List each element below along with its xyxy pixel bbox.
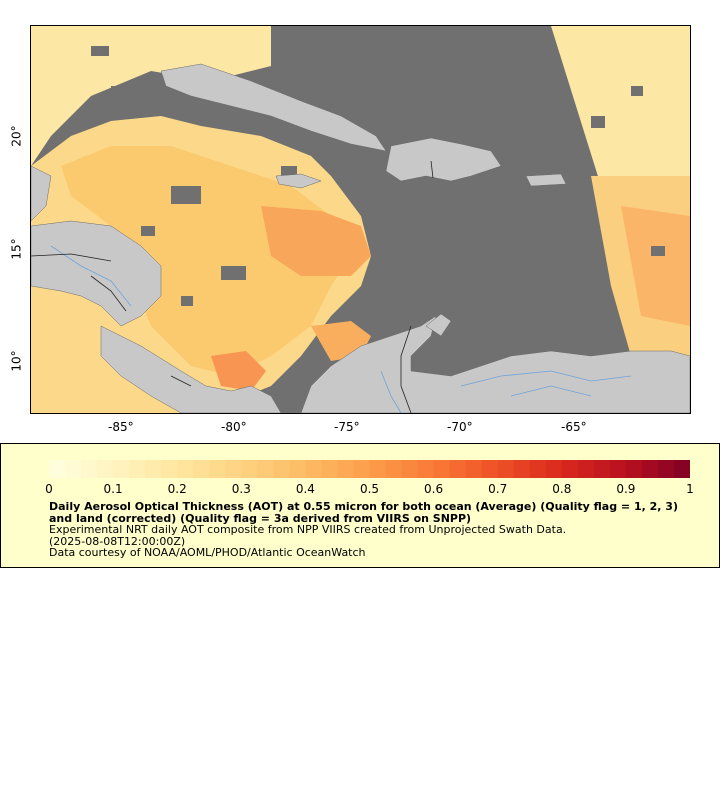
colorbar-swatch — [337, 460, 354, 478]
legend-credit: Data courtesy of NOAA/AOML/PHOD/Atlantic… — [49, 546, 366, 559]
colorbar-swatch — [225, 460, 242, 478]
colorbar-swatch — [641, 460, 659, 478]
colorbar-swatch — [49, 460, 66, 478]
colorbar-tick-label: 1 — [686, 482, 694, 496]
colorbar-swatch — [465, 460, 483, 478]
x-tick-85w: -85° — [108, 420, 134, 434]
colorbar-swatch — [321, 460, 338, 478]
x-tick-65w: -65° — [561, 420, 587, 434]
colorbar-tick-label: 0.7 — [488, 482, 508, 496]
hispaniola-land — [385, 137, 502, 182]
aot-data-east — [551, 26, 690, 413]
borders — [31, 160, 434, 413]
colorbar-swatch — [609, 460, 627, 478]
colorbar-swatch — [593, 460, 611, 478]
colorbar-swatch — [193, 460, 210, 478]
colorbar-tick-label: 0.1 — [103, 482, 123, 496]
colorbar-swatch — [577, 460, 595, 478]
legend-title: Daily Aerosol Optical Thickness (AOT) at… — [49, 500, 678, 525]
colorbar — [49, 460, 690, 478]
colorbar-swatch — [385, 460, 403, 478]
aot-data-west — [31, 26, 371, 413]
colorbar-swatch — [353, 460, 370, 478]
aot-map[interactable] — [30, 25, 691, 414]
x-tick-75w: -75° — [334, 420, 360, 434]
colorbar-swatch — [481, 460, 499, 478]
colorbar-swatch — [65, 460, 82, 478]
cuba-land — [160, 63, 387, 152]
legend-text: Daily Aerosol Optical Thickness (AOT) at… — [49, 501, 689, 559]
legend-date: (2025-08-08T12:00:00Z) — [49, 534, 186, 548]
colorbar-tick-label: 0.6 — [424, 482, 444, 496]
colorbar-swatch — [497, 460, 515, 478]
colorbar-swatch — [177, 460, 194, 478]
colorbar-tick-label: 0.3 — [231, 482, 251, 496]
jamaica-land — [275, 173, 322, 189]
legend-panel: 0 0.1 0.2 0.3 0.4 0.5 0.6 0.7 0.8 0.9 1 Daily Aero… — [0, 443, 720, 568]
colorbar-swatch — [401, 460, 419, 478]
colorbar-swatch — [529, 460, 547, 478]
colorbar-swatch — [369, 460, 387, 478]
colorbar-swatch — [209, 460, 226, 478]
colorbar-swatch — [273, 460, 290, 478]
colorbar-swatch — [561, 460, 579, 478]
y-tick-10: 10° — [9, 350, 24, 372]
colorbar-tick-label: 0.9 — [616, 482, 636, 496]
map-canvas — [31, 26, 690, 413]
colorbar-tick-label: 0.4 — [295, 482, 315, 496]
rivers — [50, 245, 632, 413]
colorbar-swatch — [241, 460, 258, 478]
colorbar-tick-label: 0.8 — [552, 482, 572, 496]
colorbar-swatch — [657, 460, 675, 478]
colorbar-tick-label: 0 — [45, 482, 53, 496]
x-tick-80w: -80° — [221, 420, 247, 434]
colorbar-swatch — [161, 460, 178, 478]
colorbar-swatch — [625, 460, 643, 478]
colorbar-swatch — [433, 460, 451, 478]
colorbar-tick-label: 0.2 — [167, 482, 187, 496]
colorbar-swatch — [145, 460, 162, 478]
south-america-land — [300, 315, 690, 413]
colorbar-swatch — [289, 460, 306, 478]
legend-source: Experimental NRT daily AOT composite fro… — [49, 523, 567, 536]
colorbar-swatch — [129, 460, 146, 478]
colorbar-swatch — [417, 460, 435, 478]
colorbar-swatch — [545, 460, 563, 478]
colorbar-swatch — [97, 460, 114, 478]
colorbar-swatch — [513, 460, 531, 478]
puerto-rico-land — [525, 173, 567, 187]
colorbar-swatch — [673, 460, 690, 478]
colorbar-swatch — [449, 460, 467, 478]
colorbar-tick-label: 0.5 — [359, 482, 380, 496]
colorbar-swatch — [305, 460, 322, 478]
y-tick-15: 15° — [9, 238, 24, 260]
colorbar-swatch — [81, 460, 98, 478]
y-tick-20: 20° — [9, 125, 24, 147]
colorbar-swatch — [257, 460, 274, 478]
x-tick-70w: -70° — [447, 420, 473, 434]
colorbar-swatch — [113, 460, 130, 478]
